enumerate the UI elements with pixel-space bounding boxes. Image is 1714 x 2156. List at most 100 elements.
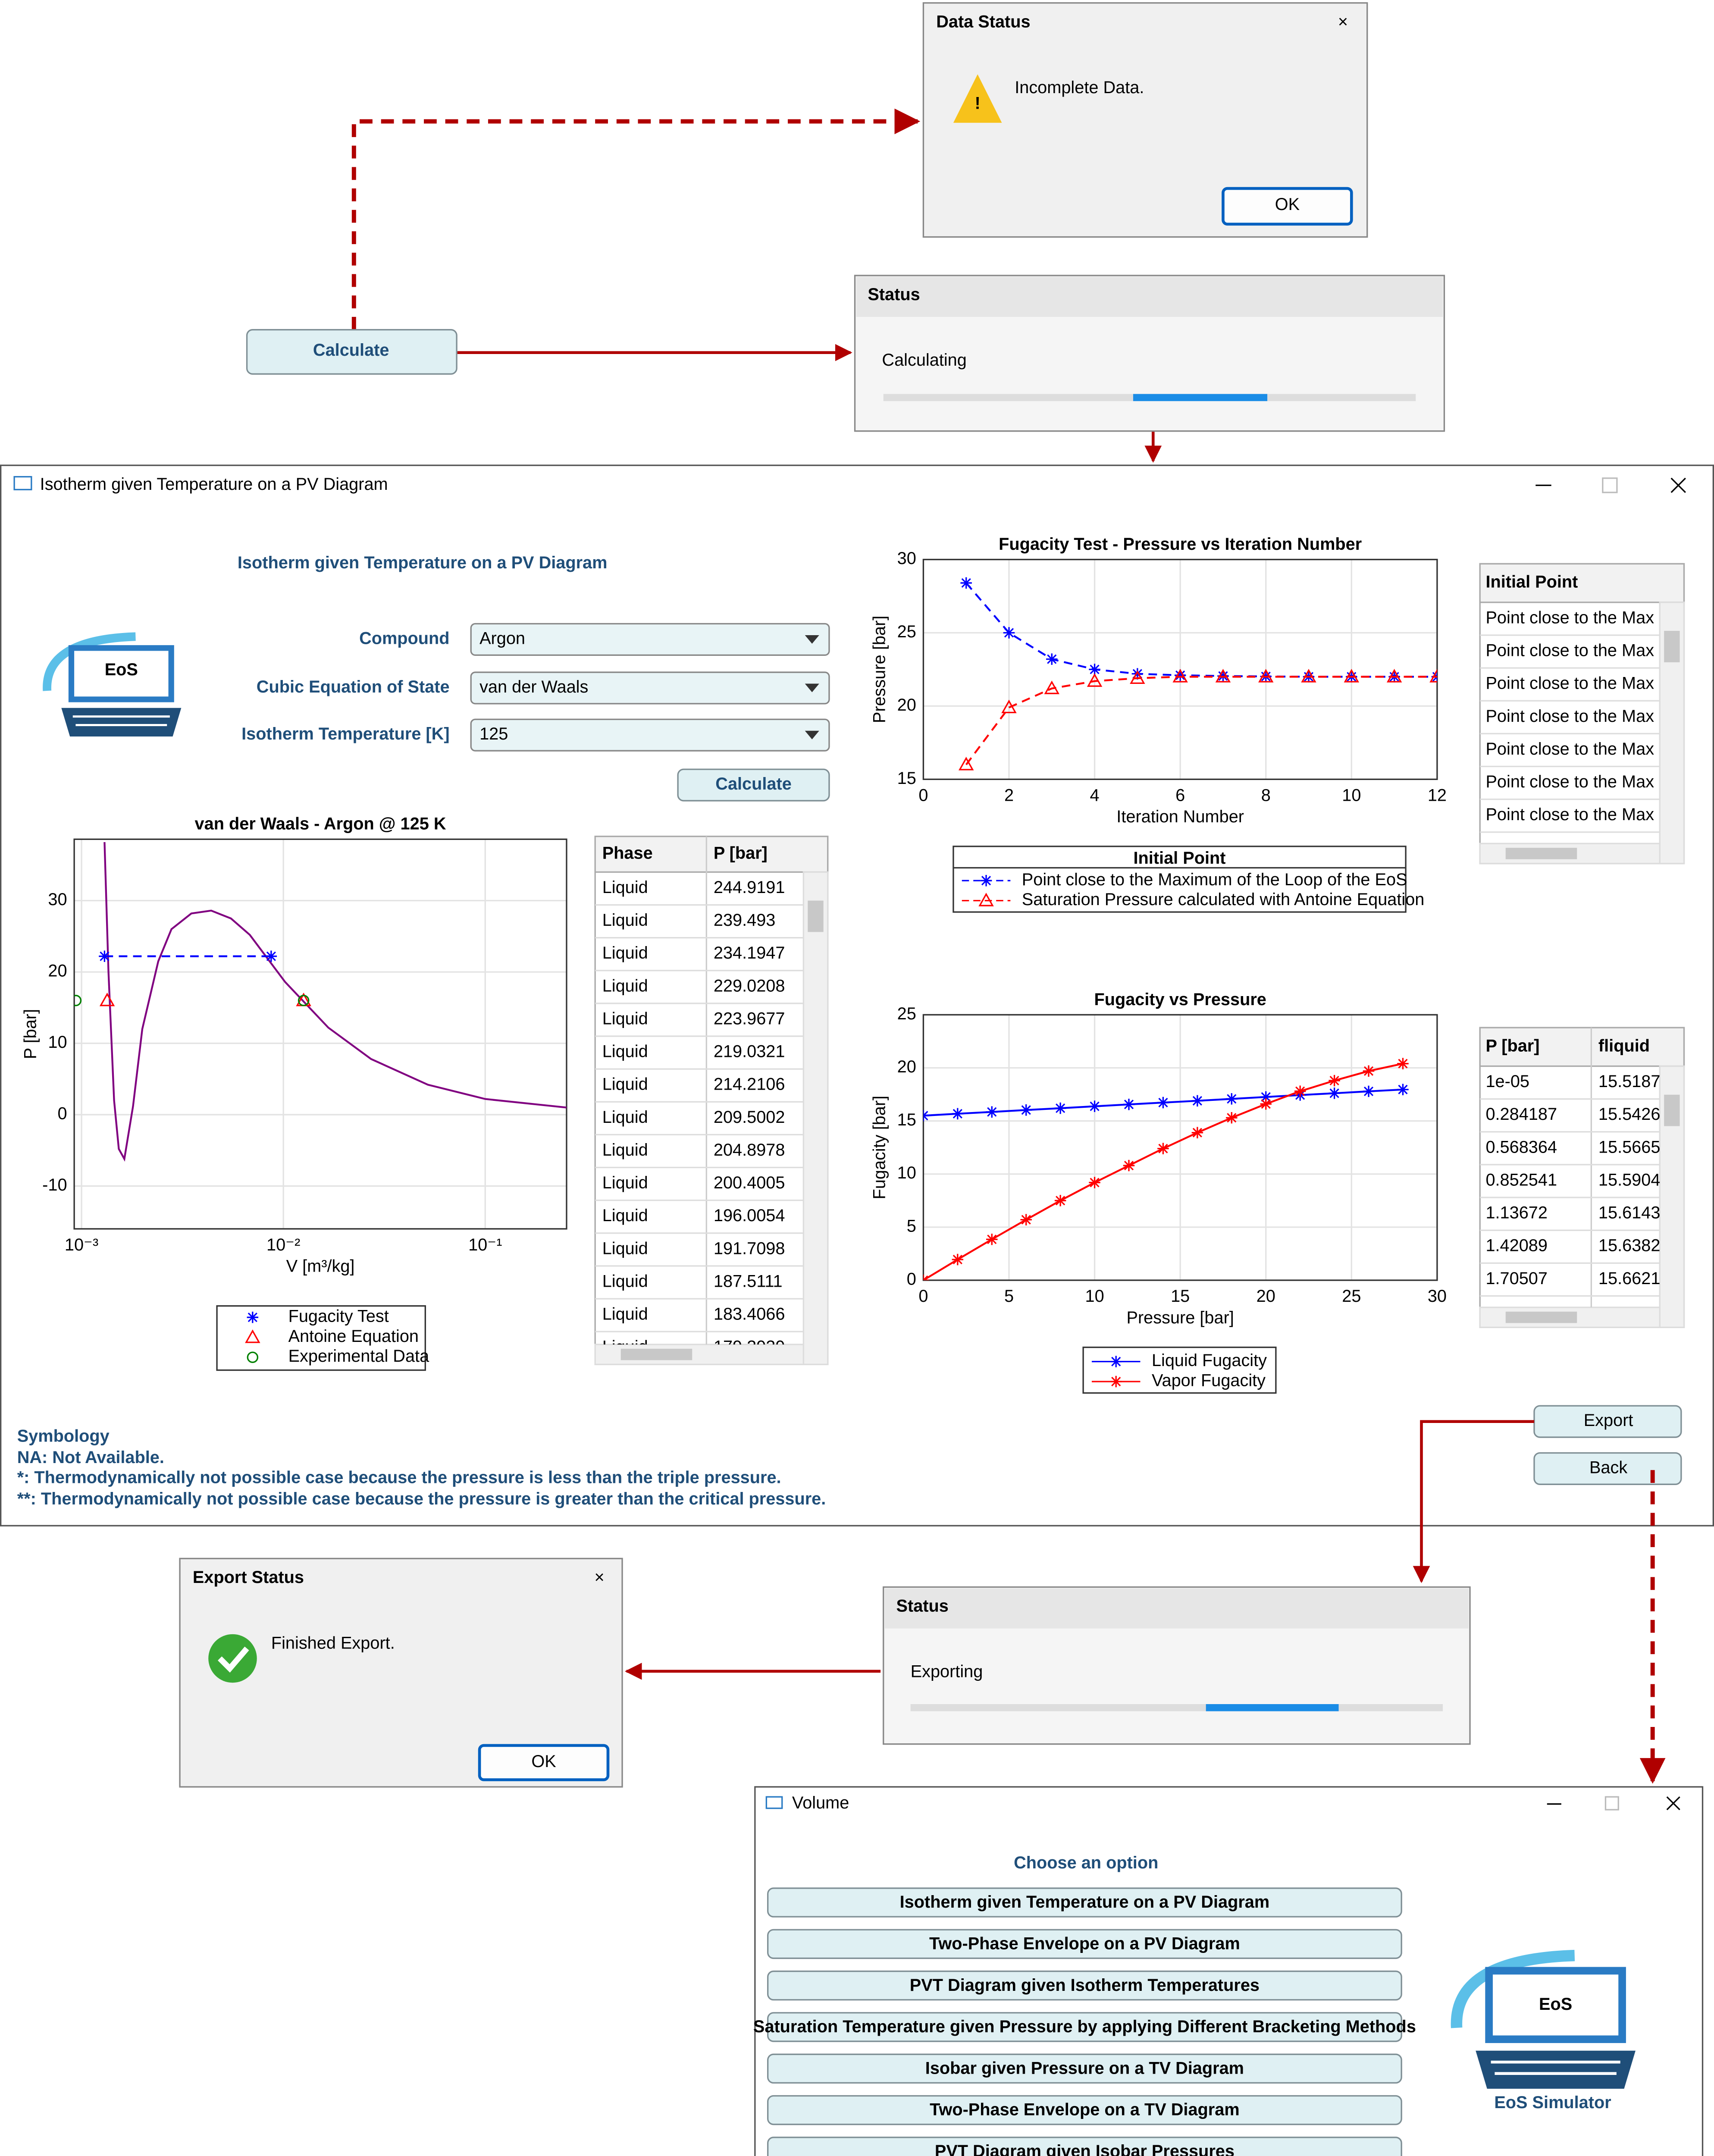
option-button[interactable] bbox=[767, 1970, 1402, 2001]
ok-button[interactable] bbox=[1222, 187, 1353, 226]
legend bbox=[953, 846, 1407, 913]
x-tick-label: 2 bbox=[1004, 786, 1014, 805]
arrow bbox=[351, 108, 921, 330]
symbology-line: *: Thermodynamically not possible case b… bbox=[17, 1468, 781, 1487]
table-cell: 204.8978 bbox=[714, 1141, 785, 1159]
marker bbox=[1329, 1087, 1340, 1099]
y-tick-label: 25 bbox=[897, 622, 916, 641]
progress-fill bbox=[1206, 1704, 1339, 1711]
progress-fill bbox=[1133, 394, 1268, 401]
scroll-thumb bbox=[1664, 631, 1680, 662]
series-group bbox=[74, 842, 567, 1162]
y-axis-label: P [bar] bbox=[21, 1009, 40, 1059]
marker bbox=[1301, 669, 1316, 683]
table-cell: 0.852541 bbox=[1485, 1170, 1557, 1189]
marker bbox=[99, 950, 110, 962]
y-tick-label: 30 bbox=[48, 890, 67, 909]
option-button[interactable] bbox=[767, 2137, 1402, 2156]
symbology-line: NA: Not Available. bbox=[17, 1448, 164, 1467]
check-mark bbox=[218, 1646, 249, 1673]
table-cell: 15.5187 bbox=[1598, 1072, 1661, 1091]
dropdown-arrow bbox=[805, 635, 819, 740]
x-tick-label: 10⁻³ bbox=[65, 1235, 98, 1254]
marker bbox=[245, 1329, 260, 1343]
close-button[interactable]: × bbox=[594, 1568, 604, 1587]
legend-label: Experimental Data bbox=[288, 1347, 430, 1366]
marker bbox=[1226, 1093, 1238, 1105]
table-cell: Liquid bbox=[602, 1042, 648, 1061]
calculate-button[interactable] bbox=[677, 768, 830, 802]
maximize-button[interactable] bbox=[1604, 1796, 1619, 1811]
ok-button[interactable] bbox=[478, 1744, 610, 1781]
button-label: Calculate bbox=[313, 341, 389, 360]
option-button[interactable] bbox=[767, 1887, 1402, 1918]
marker bbox=[1429, 669, 1437, 683]
ok-label: OK bbox=[531, 1752, 556, 1771]
dropdown[interactable] bbox=[470, 623, 830, 656]
calculate-button[interactable] bbox=[246, 329, 457, 375]
back-button[interactable] bbox=[1533, 1452, 1682, 1485]
option-label: Isotherm given Temperature on a PV Diagr… bbox=[900, 1893, 1270, 1912]
chart-title: Fugacity Test - Pressure vs Iteration Nu… bbox=[999, 535, 1362, 554]
marker bbox=[1363, 1065, 1375, 1077]
x-axis-label: Pressure [bar] bbox=[1126, 1308, 1234, 1327]
x-tick-label: 10 bbox=[1085, 1287, 1104, 1306]
close-button[interactable]: × bbox=[1338, 13, 1348, 31]
table-header bbox=[1479, 1027, 1685, 1067]
x-axis-label: Iteration Number bbox=[1116, 807, 1244, 826]
marker bbox=[1046, 653, 1058, 665]
marker bbox=[1157, 1097, 1169, 1109]
series-line bbox=[965, 582, 1437, 678]
table-cell: Liquid bbox=[602, 1108, 648, 1127]
maximize-button[interactable] bbox=[1602, 477, 1618, 493]
chart-title: van der Waals - Argon @ 125 K bbox=[195, 815, 446, 834]
table-cell: 15.5665 bbox=[1598, 1138, 1661, 1156]
table-cell: Point close to the Max bbox=[1485, 674, 1654, 693]
marker bbox=[952, 1253, 964, 1266]
option-button[interactable] bbox=[767, 1929, 1402, 1959]
series-line bbox=[103, 842, 567, 1162]
ok-label: OK bbox=[1275, 195, 1300, 214]
option-button[interactable] bbox=[767, 2053, 1402, 2084]
marker bbox=[986, 1106, 998, 1118]
table-cell: 244.9191 bbox=[714, 878, 785, 897]
status-message: Exporting bbox=[911, 1662, 983, 1681]
marker bbox=[1174, 669, 1186, 681]
y-tick-label: 20 bbox=[897, 1057, 916, 1076]
dropdowns bbox=[470, 623, 830, 752]
marker bbox=[1329, 1075, 1340, 1087]
dropdown[interactable] bbox=[470, 671, 830, 705]
y-tick-label: 10 bbox=[48, 1033, 67, 1052]
table-cell: 1.13672 bbox=[1485, 1203, 1548, 1222]
option-button[interactable] bbox=[767, 2095, 1402, 2125]
plot-border bbox=[73, 838, 567, 1230]
close-button[interactable] bbox=[1666, 1796, 1680, 1811]
marker bbox=[247, 1351, 259, 1363]
table-cell: 1.42089 bbox=[1485, 1236, 1548, 1255]
x-tick-label: 6 bbox=[1175, 786, 1185, 805]
table-cell: 15.6143 bbox=[1598, 1203, 1661, 1222]
y-tick-label: 15 bbox=[897, 769, 916, 788]
option-label: Isobar given Pressure on a TV Diagram bbox=[925, 2059, 1244, 2078]
close-button[interactable] bbox=[1670, 477, 1686, 493]
x-tick-label: 0 bbox=[918, 1287, 928, 1306]
marker bbox=[1363, 1085, 1375, 1097]
table-cell: 229.0208 bbox=[714, 976, 785, 995]
table-cell: Liquid bbox=[602, 1173, 648, 1192]
table-cell: Liquid bbox=[602, 878, 648, 897]
window-title: Isotherm given Temperature on a PV Diagr… bbox=[40, 475, 388, 494]
option-label: Two-Phase Envelope on a TV Diagram bbox=[930, 2100, 1240, 2119]
form-label: Cubic Equation of State bbox=[257, 677, 450, 696]
x-tick-label: 15 bbox=[1171, 1287, 1190, 1306]
dropdown[interactable] bbox=[470, 718, 830, 752]
table-cell: 15.6382 bbox=[1598, 1236, 1661, 1255]
logo-text: EoS bbox=[105, 660, 138, 679]
marker bbox=[1020, 1214, 1032, 1225]
table-cell: 15.5426 bbox=[1598, 1105, 1661, 1124]
table-cell: Liquid bbox=[602, 1338, 648, 1357]
option-button[interactable] bbox=[767, 2012, 1402, 2042]
symbology-line: **: Thermodynamically not possible case … bbox=[17, 1489, 826, 1508]
marker bbox=[1054, 1195, 1066, 1206]
y-tick-label: 0 bbox=[907, 1269, 916, 1288]
marker bbox=[1172, 669, 1188, 683]
